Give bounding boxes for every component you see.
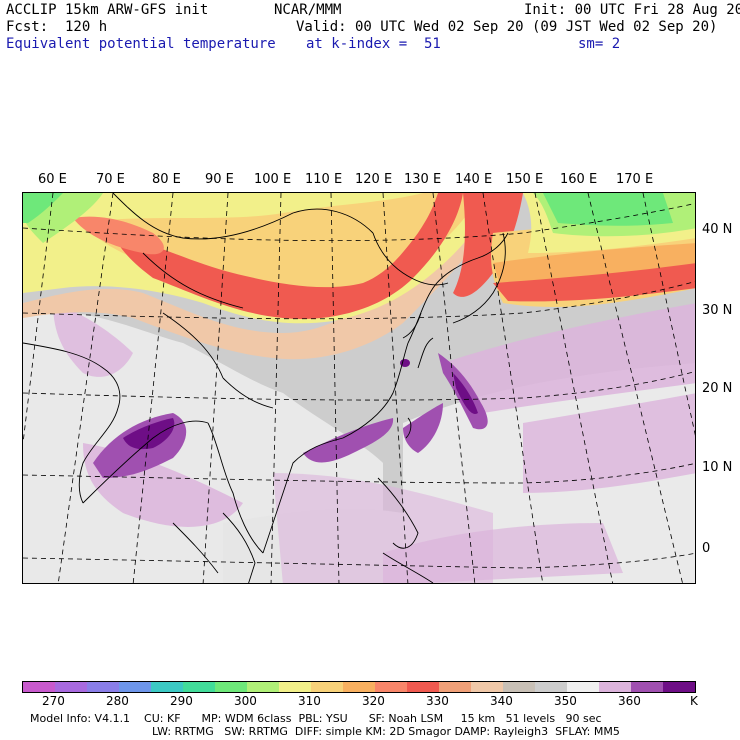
colorbar-label: 320 — [362, 694, 385, 708]
lon-label: 140 E — [455, 172, 493, 187]
colorbar-segment — [503, 682, 535, 692]
colorbar-segment — [599, 682, 631, 692]
forecast-hour: Fcst: 120 h — [6, 19, 108, 35]
colorbar-segment — [119, 682, 151, 692]
smoothing-label: sm= 2 — [578, 36, 621, 52]
lon-label: 150 E — [506, 172, 544, 187]
model-title: ACCLIP 15km ARW-GFS init — [6, 2, 209, 18]
colorbar-segment — [87, 682, 119, 692]
colorbar-segment — [567, 682, 599, 692]
colorbar-label: 270 — [42, 694, 65, 708]
colorbar-label: 310 — [298, 694, 321, 708]
colorbar — [22, 681, 696, 693]
colorbar-segment — [23, 682, 55, 692]
lon-label: 60 E — [38, 172, 67, 187]
colorbar-segment — [439, 682, 471, 692]
colorbar-segment — [247, 682, 279, 692]
field-name: Equivalent potential temperature — [6, 36, 276, 52]
lon-label: 90 E — [205, 172, 234, 187]
theta-e-map — [23, 193, 695, 583]
lon-label: 170 E — [616, 172, 654, 187]
colorbar-segment — [535, 682, 567, 692]
colorbar-segment — [407, 682, 439, 692]
lon-label: 120 E — [355, 172, 393, 187]
colorbar-segment — [215, 682, 247, 692]
level-label: at k-index = 51 — [306, 36, 441, 52]
model-info-line-2: LW: RRTMG SW: RRTMG DIFF: simple KM: 2D … — [152, 725, 620, 738]
colorbar-segment — [279, 682, 311, 692]
colorbar-segment — [183, 682, 215, 692]
colorbar-label: 280 — [106, 694, 129, 708]
lon-label: 80 E — [152, 172, 181, 187]
colorbar-segment — [151, 682, 183, 692]
colorbar-segment — [311, 682, 343, 692]
colorbar-segment — [631, 682, 663, 692]
lon-label: 110 E — [305, 172, 343, 187]
lon-label: 160 E — [560, 172, 598, 187]
lat-label: 30 N — [702, 303, 733, 318]
map-frame — [22, 192, 696, 584]
lon-label: 130 E — [404, 172, 442, 187]
init-time: Init: 00 UTC Fri 28 Aug 20 — [524, 2, 740, 18]
colorbar-segment — [471, 682, 503, 692]
lat-label: 20 N — [702, 381, 733, 396]
lat-label: 40 N — [702, 222, 733, 237]
colorbar-label: 350 — [554, 694, 577, 708]
colorbar-unit: K — [690, 694, 698, 708]
colorbar-label: 340 — [490, 694, 513, 708]
lat-label: 10 N — [702, 460, 733, 475]
colorbar-label: 330 — [426, 694, 449, 708]
colorbar-label: 300 — [234, 694, 257, 708]
colorbar-segment — [55, 682, 87, 692]
colorbar-segment — [375, 682, 407, 692]
colorbar-label: 290 — [170, 694, 193, 708]
lon-label: 100 E — [254, 172, 292, 187]
colorbar-segment — [343, 682, 375, 692]
colorbar-segment — [663, 682, 695, 692]
model-info-line-1: Model Info: V4.1.1 CU: KF MP: WDM 6class… — [30, 712, 602, 725]
valid-time: Valid: 00 UTC Wed 02 Sep 20 (09 JST Wed … — [296, 19, 718, 35]
organization-label: NCAR/MMM — [274, 2, 342, 18]
lat-label: 0 — [702, 541, 711, 556]
colorbar-label: 360 — [618, 694, 641, 708]
lon-label: 70 E — [96, 172, 125, 187]
